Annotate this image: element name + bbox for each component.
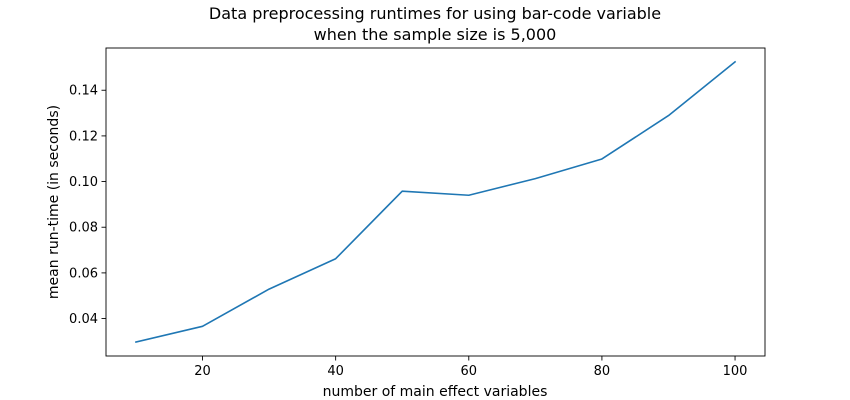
chart-title-line-2: when the sample size is 5,000: [314, 25, 557, 44]
y-tick-label-0.10: 0.10: [69, 175, 98, 190]
y-tick-label-0.04: 0.04: [69, 312, 98, 327]
x-tick-label-40: 40: [327, 364, 344, 379]
chart-title-line-1: Data preprocessing runtimes for using ba…: [209, 4, 661, 23]
plot-frame: [105, 47, 766, 357]
x-axis-label: number of main effect variables: [323, 384, 548, 400]
y-axis-label: mean run-time (in seconds): [46, 105, 62, 299]
y-tick-label-0.06: 0.06: [69, 266, 98, 281]
y-tick-label-0.12: 0.12: [69, 129, 98, 144]
x-tick-label-100: 100: [723, 364, 748, 379]
x-tick-label-20: 20: [194, 364, 211, 379]
x-tick-label-60: 60: [461, 364, 478, 379]
y-tick-label-0.14: 0.14: [69, 84, 98, 99]
y-tick-label-0.08: 0.08: [69, 221, 98, 236]
series-line-0: [134, 60, 737, 344]
x-tick-label-80: 80: [594, 364, 611, 379]
plot-area: 20 40 60 80 100 0.04 0.06 0.08 0.10 0.12 0.14: [69, 47, 766, 379]
